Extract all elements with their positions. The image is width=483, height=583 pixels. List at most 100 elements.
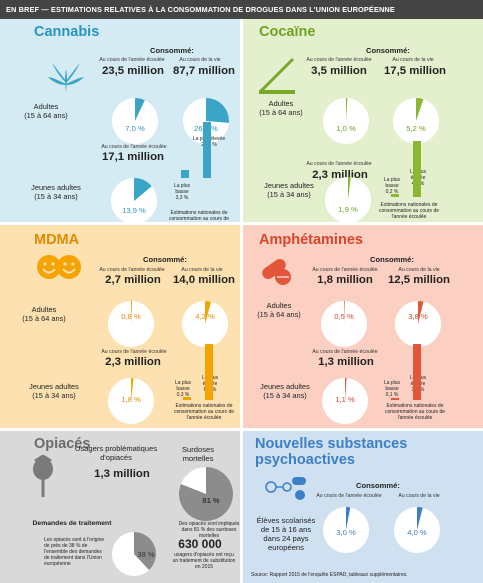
mdma-adult-year: 2,7 million [105,274,161,286]
cannabis-annee-label: Au cours de l'année écoulée [99,57,165,63]
pills-icon [262,258,291,285]
cocaine-pct-adult-life: 5,2 % [406,124,426,133]
amphet-pct-adult-life: 3,8 % [408,312,428,321]
panel-opiaces: Opiacés Usagers problématiques d'opiacés… [0,431,240,583]
amphet-low-label: La plus basse 0,1 % [379,380,405,398]
mdma-title: MDMA [34,232,80,248]
nsp-source: Source: Rapport 2015 de l'enquête ESPAD,… [251,572,408,578]
amphet-low-val: 0,1 % [385,392,399,398]
cannabis-leaf-icon [48,63,84,93]
molecule-pills-icon [265,477,306,500]
pie-slice [417,507,423,530]
cocaine-estimations: Estimations nationales de consommation a… [378,202,440,220]
mdma-bar-low [183,397,191,400]
low-text: La plus basse [383,177,401,189]
pie-slice [346,507,351,530]
mdma-pie-young-year [108,378,154,424]
nsp-annee-label: Au cours de l'année écoulée [316,493,382,499]
pie-slice [345,378,347,401]
amphet-pie-adult-year [321,301,367,347]
mdma-adult-life: 14,0 million [172,274,236,286]
opiaces-pie-surdoses [179,467,233,521]
low-text: La plus basse [383,380,401,392]
cocaine-vie-label: Au cours de la vie [392,57,434,63]
cannabis-bar-low [181,169,189,178]
cocaine-title: Cocaïne [259,24,316,40]
panel-mdma: MDMA Consommé: Au cours de l'année écoul… [0,225,240,428]
mdma-estimations: Estimations nationales de consommation a… [173,403,235,421]
opiaces-usagers-value: 1,3 million [94,468,150,480]
cannabis-adultes-label: Adultes (15 à 64 ans) [6,102,86,120]
mdma-vie-label: Au cours de la vie [181,267,223,273]
mdma-pie-adult-year [108,301,154,347]
pie-slice [348,177,351,200]
jeunes-age-text: (15 à 34 ans) [267,190,311,199]
adultes-text: Adultes [268,99,294,108]
mdma-annee-label-2: Au cours de l'année écoulée [101,349,167,355]
amphet-adult-year: 1,8 million [317,274,373,286]
cocaine-bar-high [413,141,421,197]
pie-slice [131,378,134,401]
cannabis-jeunes-label: Jeunes adultes (15 à 34 ans) [6,183,106,201]
nsp-vie-label: Au cours de la vie [398,493,440,499]
cocaine-pie-adult-year [323,98,369,144]
panel-cannabis: Cannabis Consommé: Au cours de l'année é… [0,19,240,222]
amphet-annee-label-2: Au cours de l'année écoulée [312,349,378,355]
mdma-pct-young-year: 1,8 % [121,395,141,404]
opiaces-pie-traitement [112,532,156,576]
pie-slice [418,301,424,324]
jeunes-text: Jeunes adultes [260,382,310,391]
adultes-age-text: (15 à 64 ans) [24,111,68,120]
cannabis-estimations: Estimations nationales de consommation a… [168,210,230,222]
cannabis-pie-young-year [111,178,157,222]
cocaine-pct-adult-year: 1,0 % [336,124,356,133]
pie-slice [416,98,424,121]
nsp-pct-year: 3,0 % [336,528,356,537]
cocaine-straw-icon [259,57,295,94]
opiaces-traitement-text: Les opiacés sont à l'origine de près de … [44,537,105,567]
cocaine-adultes-label: Adultes (15 à 64 ans) [243,99,321,117]
nsp-eleves-label: Élèves scolarisés de 15 à 16 ans dans 24… [256,516,316,552]
cocaine-annee-label-2: Au cours de l'année écoulée [306,161,372,167]
cannabis-bar-high [203,122,211,178]
mdma-young-year: 2,3 million [105,356,161,368]
cocaine-annee-label: Au cours de l'année écoulée [306,57,372,63]
mdma-annee-label: Au cours de l'année écoulée [99,267,165,273]
mdma-adultes-label: Adultes (15 à 64 ans) [4,305,84,323]
cannabis-low-label: La plus basse 3,3 % [170,183,194,201]
mdma-consomme: Consommé: [143,255,187,264]
amphet-jeunes-label: Jeunes adultes (15 à 34 ans) [243,382,335,400]
mdma-jeunes-label: Jeunes adultes (15 à 34 ans) [4,382,104,400]
mdma-pct-adult-year: 0,8 % [121,312,141,321]
pie-slice [206,98,229,123]
nsp-pie-year [323,507,369,553]
panel-cocaine: Cocaïne Consommé: Au cours de l'année éc… [243,19,483,222]
cocaine-adult-year: 3,5 million [311,65,367,77]
pie-slice [134,532,156,571]
adultes-age-text: (15 à 64 ans) [259,108,303,117]
jeunes-text: Jeunes adultes [264,181,314,190]
cocaine-low-val: 0,2 % [385,189,399,195]
opiaces-traitement-label: Demandes de traitement [32,520,112,527]
adultes-age-text: (15 à 64 ans) [22,314,66,323]
jeunes-age-text: (15 à 34 ans) [32,391,76,400]
cocaine-bar-low [391,194,399,197]
cocaine-low-label: La plus basse 0,2 % [379,177,405,195]
cocaine-pie-adult-life [393,98,439,144]
panel-amphetamines: Amphétamines Consommé: Au cours de l'ann… [243,225,483,428]
opiaces-surdoses-text: Des opiacés sont impliqués dans 81 % des… [178,521,240,539]
amphet-bar-low [391,398,399,400]
nsp-title: Nouvelles substances psychoactives [255,436,408,468]
adultes-age-text: (15 à 64 ans) [257,310,301,319]
cocaine-consomme: Consommé: [366,46,410,55]
jeunes-age-text: (15 à 34 ans) [34,192,78,201]
pie-slice [135,98,145,121]
amphet-pct-adult-year: 0,5 % [334,312,354,321]
cannabis-pct-young-year: 13,9 % [122,206,146,215]
cocaine-adult-life: 17,5 million [383,65,447,77]
amphet-vie-label: Au cours de la vie [398,267,440,273]
opiaces-usagers-label: Usagers problématiques d'opiacés [74,444,158,462]
cannabis-annee-label-2: Au cours de l'année écoulée [101,144,167,150]
cocaine-jeunes-label: Jeunes adultes (15 à 34 ans) [243,181,339,199]
